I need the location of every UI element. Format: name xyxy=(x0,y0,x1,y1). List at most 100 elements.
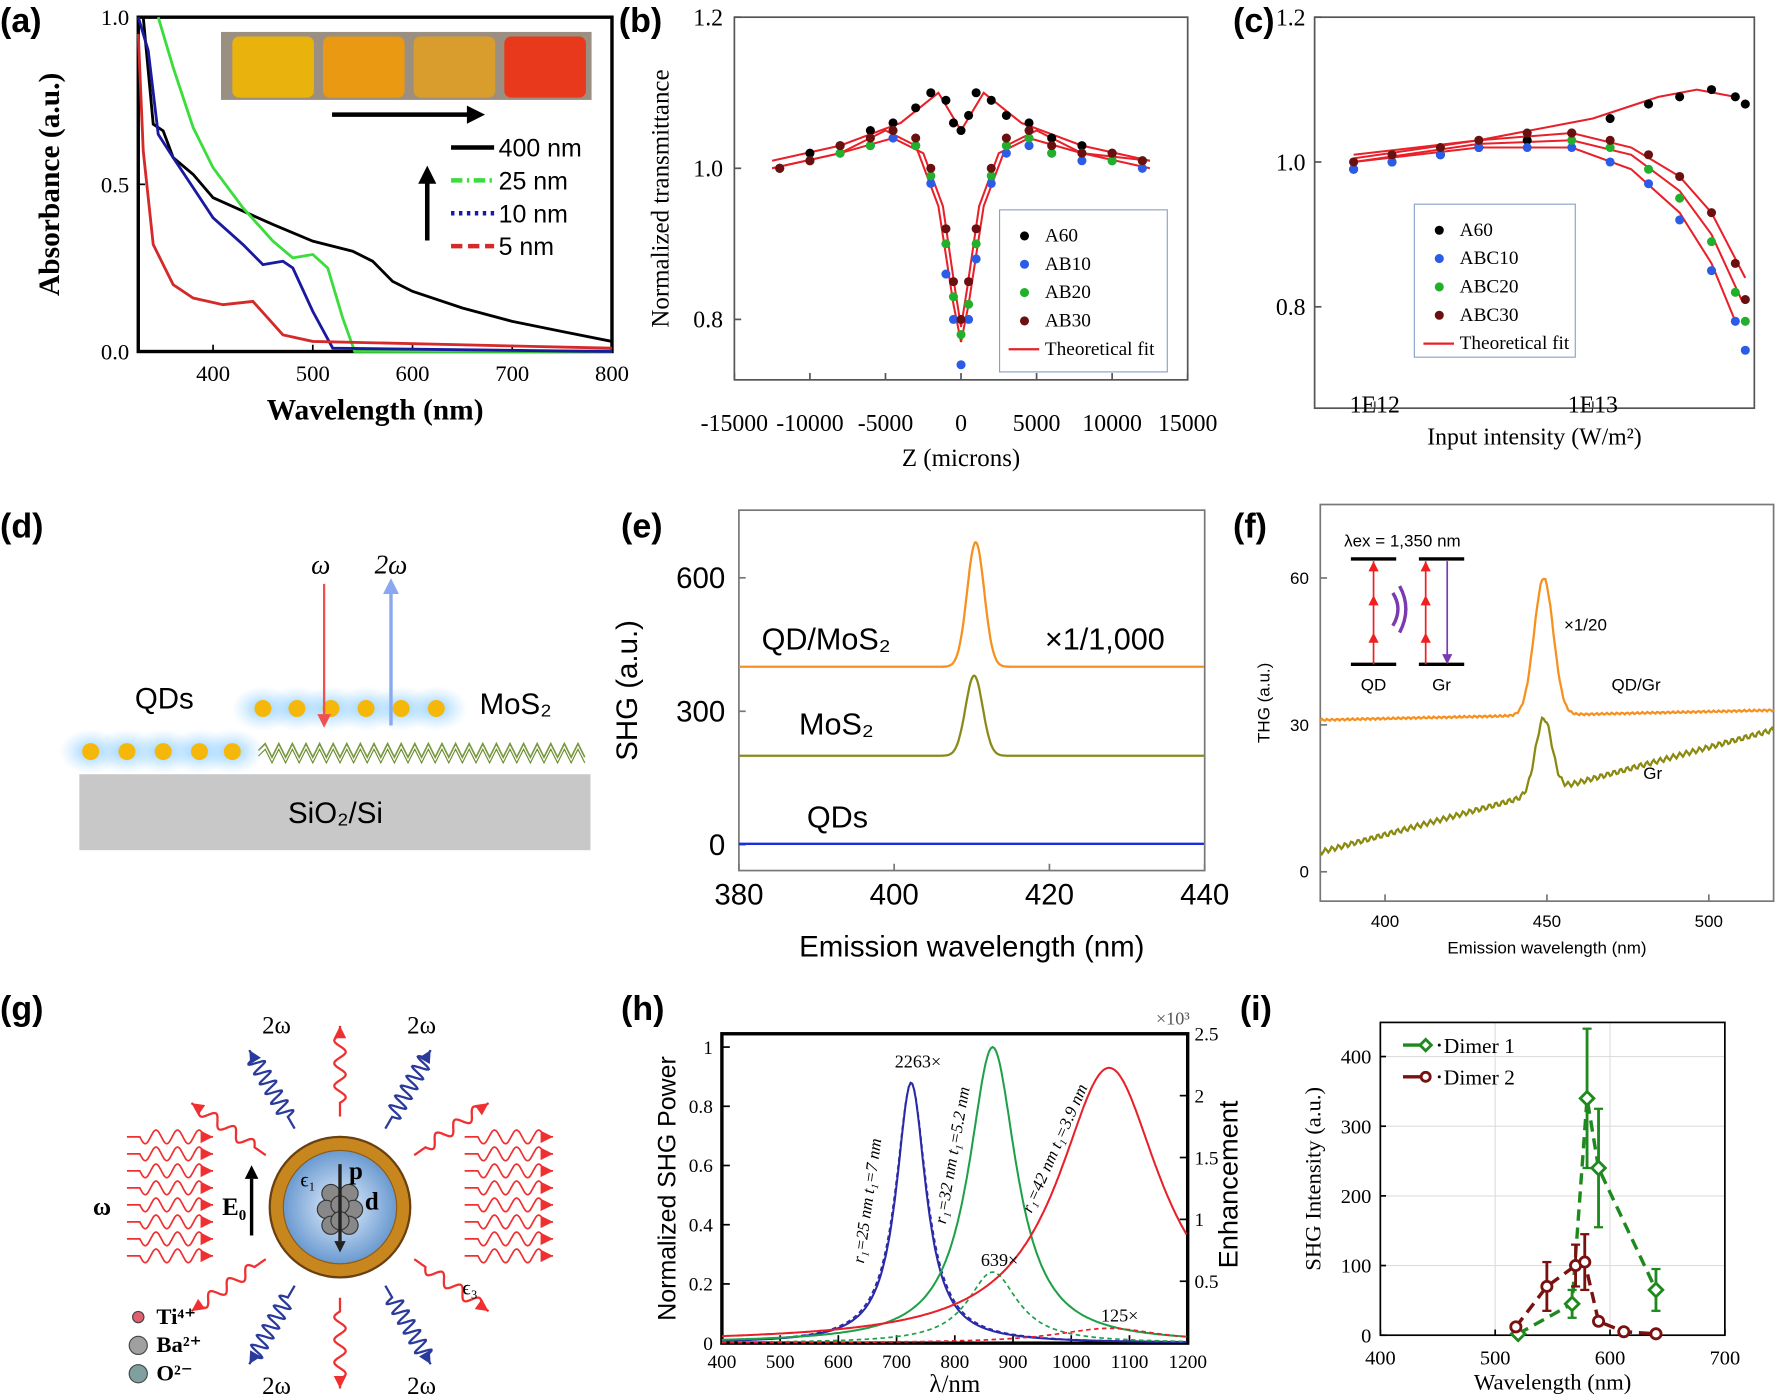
data-point-ABC10 xyxy=(1474,142,1484,153)
x-tick-label: 0 xyxy=(955,411,967,437)
data-point-A60 xyxy=(941,95,951,105)
data-point-ABC30 xyxy=(1387,150,1397,160)
y-axis-label: Normalized SHG Power xyxy=(653,1056,681,1321)
data-point-ABC10 xyxy=(1605,157,1615,167)
x-tick-label: 500 xyxy=(766,1352,795,1373)
arrowhead-icon xyxy=(200,1215,214,1229)
chart-e: 380 400 420 440 0 300 600 Emission wavelength (… xyxy=(611,509,1229,964)
arrowhead-icon xyxy=(191,1103,206,1116)
two-omega-label: 2ω xyxy=(262,1373,291,1400)
data-point-A60 xyxy=(911,103,921,113)
plot-frame xyxy=(738,509,1206,872)
data-point-A60 xyxy=(1706,85,1717,95)
arrowhead-icon xyxy=(1368,595,1379,606)
x-tick-label: 1E13 xyxy=(1568,393,1618,419)
data-point-ABC20 xyxy=(1675,193,1685,203)
x-tick-label: 1200 xyxy=(1168,1352,1207,1373)
legend-dot xyxy=(1437,1043,1441,1047)
panel-label: (i) xyxy=(1240,990,1272,1028)
arrow-down-icon xyxy=(334,1241,346,1253)
data-point-ABC30 xyxy=(1644,150,1654,160)
x-tick-label: 10000 xyxy=(1082,411,1141,437)
series-line-25nm xyxy=(156,16,612,353)
x-tick-label: 400 xyxy=(1365,1348,1396,1370)
incident-wave xyxy=(126,1231,214,1247)
data-point-AB30 xyxy=(926,163,936,173)
chart-f: 400 450 500 0 30 60 Emission wavelength (nm) TH… xyxy=(1254,503,1775,957)
x-tick-label: 700 xyxy=(495,361,529,386)
legend-label: Theoretical fit xyxy=(1045,339,1155,360)
series-line xyxy=(1517,1098,1658,1336)
mos2-lattice xyxy=(257,741,586,760)
arrowhead-icon xyxy=(540,1215,554,1229)
legend-label: ABC10 xyxy=(1460,248,1519,269)
incident-wave xyxy=(126,1180,214,1196)
atom-legend-label: Ti⁴⁺ xyxy=(156,1304,196,1329)
x-tick-label: 500 xyxy=(296,361,330,386)
atom-legend-label: O²⁻ xyxy=(156,1361,192,1386)
data-point-ABC30 xyxy=(1349,157,1359,167)
legend-marker xyxy=(1434,254,1444,264)
data-point-AB10 xyxy=(888,133,898,143)
enhancement-curve xyxy=(721,1081,1187,1343)
y-tick-label: 30 xyxy=(1290,716,1309,735)
data-point-AB30 xyxy=(948,277,959,287)
y-tick-label: 0 xyxy=(1299,863,1308,882)
dipole-d-label: d xyxy=(365,1188,379,1215)
legend-marker xyxy=(1434,310,1444,320)
y-axis-label: Absorbance (a.u.) xyxy=(34,73,66,296)
data-point-A60 xyxy=(1001,110,1011,120)
data-point-ABC30 xyxy=(1567,128,1577,138)
y-axis-label: SHG Intensity (a.u.) xyxy=(1300,1087,1325,1271)
data-point-ABC20 xyxy=(1605,142,1615,153)
legend-label: A60 xyxy=(1045,226,1078,247)
y-tick-label: 1.0 xyxy=(1276,150,1306,176)
data-point-AB30 xyxy=(888,125,898,136)
data-point-AB20 xyxy=(986,171,996,181)
epsilon1-label: ϵ₁ xyxy=(300,1170,315,1192)
arrowhead-icon xyxy=(191,1298,206,1312)
data-point-ABC20 xyxy=(1740,316,1750,326)
data-point-A60 xyxy=(986,95,996,105)
energy-diagram-inset: λex = 1,350 nm QD Gr xyxy=(1344,531,1465,694)
excitation-label: λex = 1,350 nm xyxy=(1344,531,1461,550)
data-point-ABC10 xyxy=(1706,266,1717,276)
y-tick-label: 0.6 xyxy=(689,1156,713,1177)
plot-frame xyxy=(1379,1021,1726,1337)
transmitted-wave xyxy=(464,1214,554,1230)
y-tick-label: 0.5 xyxy=(101,172,129,197)
atom-legend-marker xyxy=(128,1364,148,1384)
data-point-A60 xyxy=(948,118,959,128)
arrowhead-icon xyxy=(419,1050,431,1065)
data-point-ABC10 xyxy=(1387,157,1397,167)
data-point-AB20 xyxy=(865,141,875,151)
arrowhead-icon xyxy=(540,1147,554,1161)
legend-label: 400 nm xyxy=(499,135,582,163)
plot-frame xyxy=(1313,16,1756,410)
panel-label: (d) xyxy=(0,507,43,545)
legend-label: AB20 xyxy=(1045,282,1091,303)
panel-label: (e) xyxy=(621,507,663,545)
data-point-ABC20 xyxy=(1706,237,1717,247)
chart-i: 400 500 600 700 0 100 200 300 400 Wavelength (nm)… xyxy=(1300,1021,1740,1395)
chart-b: -15000 -10000 -5000 0 5000 10000 15000 0.8 1.0 1.… xyxy=(648,6,1218,472)
scattered-wave xyxy=(333,1297,347,1389)
arrowhead-icon xyxy=(540,1164,554,1178)
series-line-5nm xyxy=(136,33,613,350)
mos2-lattice xyxy=(257,748,586,765)
arrowhead-icon xyxy=(249,1050,261,1065)
data-point-AB20 xyxy=(926,171,936,181)
chart-a: 400 500 600 700 800 0.0 0.5 1.0 Wavelength (nm) A… xyxy=(34,5,629,426)
y2-tick-label: 2 xyxy=(1194,1086,1204,1107)
data-point-A60 xyxy=(964,110,974,120)
quantum-dot xyxy=(82,743,100,761)
legend-label: 25 nm xyxy=(499,167,568,195)
data-point-A60 xyxy=(1605,114,1615,124)
x-tick-label: 420 xyxy=(1025,879,1074,912)
arrowhead-icon xyxy=(200,1198,214,1212)
enhancement-curve xyxy=(721,1271,1187,1344)
data-point-AB10 xyxy=(948,314,959,324)
x-axis-label: Wavelength (nm) xyxy=(267,395,484,427)
series-line xyxy=(738,674,1204,757)
substrate xyxy=(79,774,591,851)
